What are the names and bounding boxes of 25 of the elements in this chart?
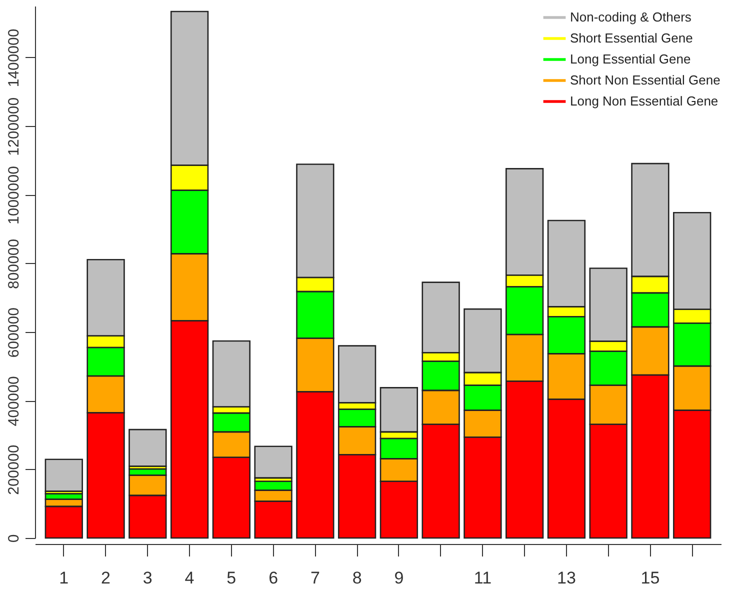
x-tick-label: 3 <box>142 568 152 588</box>
y-tick-label: 1400000 <box>6 28 22 88</box>
x-tick-label: 5 <box>226 568 236 588</box>
y-tick-label: 200000 <box>6 444 22 495</box>
x-tick-label: 1 <box>59 568 69 588</box>
x-tick-label: 7 <box>310 568 320 588</box>
x-tick-label: 4 <box>184 568 194 588</box>
y-tick-label: 600000 <box>6 308 22 358</box>
x-tick-label: 8 <box>352 568 362 588</box>
legend-label: Non-coding & Others <box>570 10 692 24</box>
legend-label: Short Non Essential Gene <box>570 72 720 88</box>
x-tick-label: 13 <box>557 568 576 588</box>
y-tick-label: 1200000 <box>6 97 22 156</box>
legend-label: Long Non Essential Gene <box>570 94 718 108</box>
legend-label: Long Essential Gene <box>570 52 691 66</box>
y-tick-label: 1000000 <box>6 166 22 224</box>
x-tick-label: 2 <box>101 568 111 588</box>
y-tick-label: 400000 <box>6 376 22 426</box>
y-tick-label: 0 <box>6 534 22 543</box>
legend-label: Short Essential Gene <box>570 30 693 46</box>
x-tick-label: 11 <box>474 568 492 588</box>
x-tick-label: 9 <box>394 568 404 588</box>
x-tick-label: 6 <box>268 568 278 588</box>
y-tick-label: 800000 <box>6 238 22 289</box>
x-tick-label: 15 <box>640 568 660 588</box>
